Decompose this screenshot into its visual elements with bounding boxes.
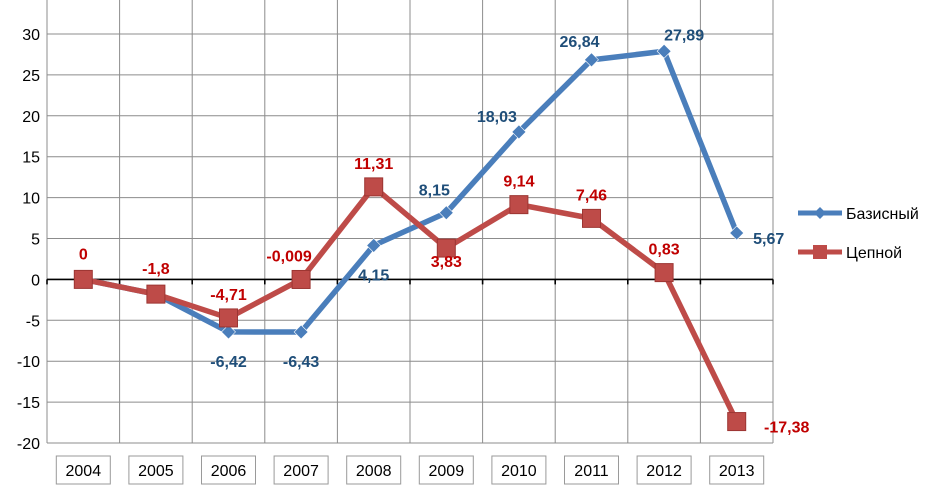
data-label: 0,83 [649,242,680,259]
y-tick-label: 0 [31,272,40,289]
x-tick-label-box [636,455,692,485]
data-label: -6,42 [210,354,247,371]
x-tick-label: 2010 [501,463,537,480]
x-tick-label-group: 2009 [418,455,474,485]
x-tick-label: 2004 [66,463,102,480]
data-point-diamond [366,238,382,253]
data-label: 0 [79,246,88,263]
data-point-square [219,308,238,328]
data-labels: -6,42 -6,43 4,15 8,15 18,03 26,84 27,89 5,67 0 -1… [79,27,810,436]
x-tick-label: 2007 [283,463,319,480]
x-tick-label-group: 2006 [201,455,256,485]
data-point-diamond [584,52,599,68]
y-tick-label: -5 [26,313,40,330]
series-line-bazisny [80,48,740,335]
data-label: 27,89 [664,27,704,44]
data-label: 3,83 [431,254,462,271]
x-tick-label-box [491,455,547,485]
data-label: 26,84 [559,34,599,51]
x-tick-label: 2013 [719,463,755,480]
y-tick-label: -10 [17,354,40,371]
legend-label: Базисный [846,206,919,223]
series [73,43,747,432]
data-label: 8,15 [419,183,450,200]
legend-label: Цепной [846,245,902,262]
x-tick-label-box [418,455,474,485]
data-point-square [654,263,674,283]
data-point-diamond [656,43,672,59]
data-label: 4,15 [358,267,389,284]
series-line-tsepnoy [80,184,740,425]
data-label: -4,71 [210,287,247,304]
x-tick-label-box [564,455,619,485]
x-tick-label-box [346,455,402,485]
y-tick-label: -15 [17,395,40,412]
data-point-square [364,177,384,197]
data-point-square [509,195,529,215]
x-tick-label-group: 2013 [709,455,765,485]
data-label: 5,67 [753,231,784,248]
x-tick-label: 2011 [574,463,609,480]
grid [46,0,774,444]
data-label: -0,009 [266,248,311,265]
data-label: 18,03 [477,109,517,126]
data-label: 7,46 [576,187,607,204]
data-point-square [436,238,456,258]
x-tick-label-group: 2005 [128,455,184,485]
x-tick-label-group: 2004 [55,455,111,485]
data-point-diamond [729,225,745,241]
data-label: -17,38 [764,420,809,437]
x-tick-label-group: 2007 [273,455,329,485]
x-tick-label: 2009 [429,463,465,480]
y-tick-label: 25 [22,68,40,85]
data-label: -1,8 [142,261,170,278]
data-label: 11,31 [354,156,393,173]
y-tick-label: 5 [31,232,40,249]
y-tick-label: 10 [22,191,40,208]
x-tick-label-box [709,455,765,485]
x-tick-label-group: 2011 [564,455,619,485]
data-point-square [73,269,93,289]
x-tick-label-group: 2012 [636,455,692,485]
data-label: 9,14 [503,174,534,191]
x-tick-label-box [55,455,111,485]
legend-item: Базисный [798,206,919,223]
y-tick-label: 30 [22,27,40,44]
data-point-diamond [293,324,309,340]
data-point-diamond [221,324,236,340]
legend-item: Цепной [798,245,902,262]
legend-marker [813,245,827,259]
x-tick-label: 2008 [356,463,392,480]
x-tick-label-group: 2008 [346,455,402,485]
data-point-diamond [511,124,527,140]
y-tick-label: -20 [17,436,40,453]
axes: 30 25 20 15 10 5 0 -5 -10 -15 -20 2004 2005 2006 2007 2… [17,27,774,485]
x-tick-label-box [128,455,184,485]
x-tick-label-group: 2010 [491,455,547,485]
data-point-square [291,269,311,289]
x-tick-label-box [273,455,329,485]
x-tick-label: 2006 [211,463,247,480]
x-tick-label: 2005 [138,463,174,480]
x-tick-label-box [201,455,256,485]
data-point-square [582,208,601,228]
y-tick-label: 20 [22,109,40,126]
y-tick-label: 15 [22,150,40,167]
data-point-square [727,412,747,432]
data-point-square [146,284,166,304]
x-tick-label: 2012 [646,463,682,480]
legend: Базисный Цепной [798,206,919,262]
legend-marker [814,207,826,219]
data-label: -6,43 [283,354,320,371]
data-point-diamond [438,205,454,221]
